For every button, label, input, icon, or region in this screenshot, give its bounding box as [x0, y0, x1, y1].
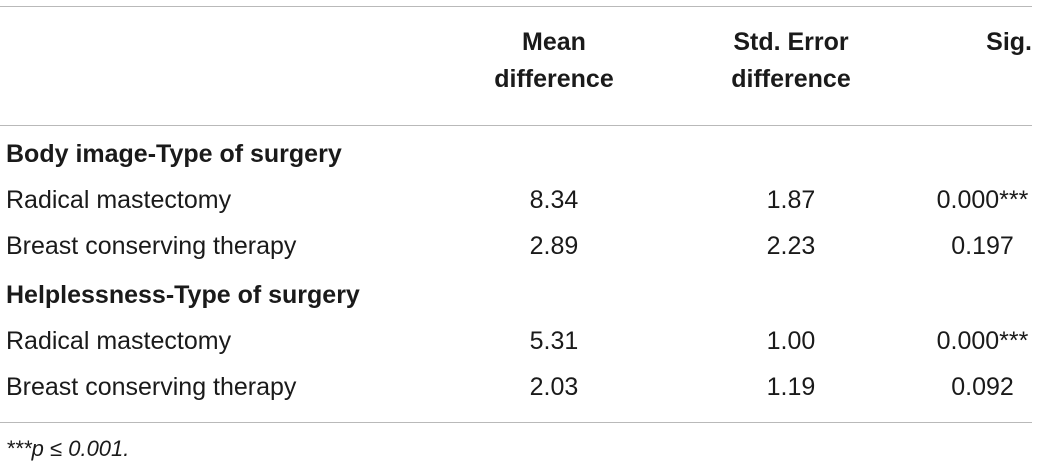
cell-mean-difference: 8.34: [529, 186, 579, 214]
header-se-line1: Std. Error: [733, 28, 849, 56]
row-label: Radical mastectomy: [6, 327, 232, 355]
cell-sig: 0.197: [951, 232, 1014, 260]
cell-mean-difference: 5.31: [529, 327, 579, 355]
table-footnote: ***p ≤ 0.001.: [6, 436, 130, 461]
cell-sig: 0.000***: [936, 186, 1029, 214]
group-title-row: Helplessness-Type of surgery: [0, 272, 1039, 318]
header-sig: Sig.: [930, 24, 1032, 61]
header-std-error-difference: Std. Error difference: [706, 24, 876, 98]
cell-std-error: 1.00: [766, 327, 816, 355]
cell-std-error: 1.19: [766, 373, 816, 401]
table-row: Breast conserving therapy 2.03 1.19 0.09…: [0, 364, 1039, 410]
cell-mean-difference: 2.89: [529, 232, 579, 260]
header-mean-line1: Mean: [522, 28, 586, 56]
table-row: Breast conserving therapy 2.89 2.23 0.19…: [0, 223, 1039, 269]
row-label: Breast conserving therapy: [6, 373, 297, 401]
cell-std-error: 2.23: [766, 232, 816, 260]
group-title-row: Body image-Type of surgery: [0, 131, 1039, 177]
table-header-rule: [0, 125, 1032, 126]
table-top-rule: [0, 6, 1032, 7]
cell-mean-difference: 2.03: [529, 373, 579, 401]
cell-std-error: 1.87: [766, 186, 816, 214]
table-row: Radical mastectomy 5.31 1.00 0.000***: [0, 318, 1039, 364]
group-title: Helplessness-Type of surgery: [6, 281, 360, 309]
cell-sig: 0.000***: [936, 327, 1029, 355]
header-se-line2: difference: [731, 65, 851, 93]
table-row: Radical mastectomy 8.34 1.87 0.000***: [0, 177, 1039, 223]
row-label: Radical mastectomy: [6, 186, 232, 214]
row-label: Breast conserving therapy: [6, 232, 297, 260]
cell-sig: 0.092: [951, 373, 1014, 401]
group-title: Body image-Type of surgery: [6, 140, 342, 168]
header-sig-label: Sig.: [986, 28, 1032, 56]
table-bottom-rule: [0, 422, 1032, 423]
header-mean-line2: difference: [494, 65, 614, 93]
header-mean-difference: Mean difference: [474, 24, 634, 98]
